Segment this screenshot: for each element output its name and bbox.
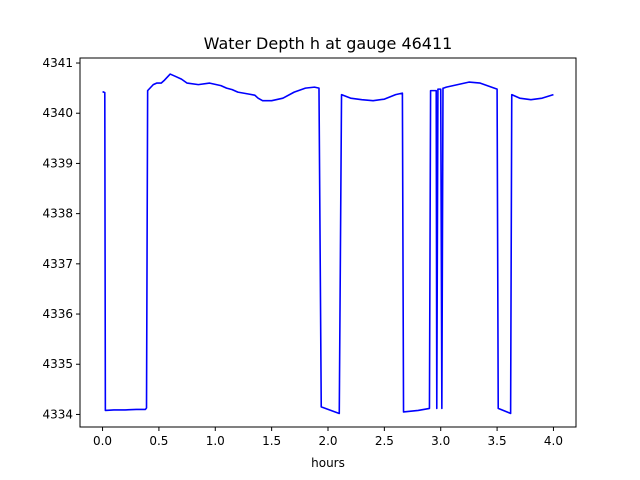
x-tick-label: 3.0 [431, 434, 450, 448]
plot-area [79, 57, 577, 428]
y-tick-label: 4336 [42, 307, 73, 321]
series-layer [102, 73, 554, 415]
y-axis: 4334 4335 4336 4337 4338 4339 4340 4341 [42, 56, 80, 421]
x-tick-label: 2.5 [375, 434, 394, 448]
plot-frame [79, 57, 577, 428]
y-tick-label: 4335 [42, 357, 73, 371]
x-tick-label: 1.0 [206, 434, 225, 448]
y-tick-label: 4337 [42, 257, 73, 271]
x-tick-label: 3.5 [488, 434, 507, 448]
x-tick-label: 0.5 [149, 434, 168, 448]
x-tick-label: 0.0 [93, 434, 112, 448]
y-tick-label: 4338 [42, 207, 73, 221]
x-tick-label: 4.0 [544, 434, 563, 448]
y-tick-label: 4339 [42, 156, 73, 170]
x-axis-label: hours [311, 456, 345, 470]
chart-title: Water Depth h at gauge 46411 [204, 34, 453, 53]
x-tick-label: 2.0 [318, 434, 337, 448]
y-tick-label: 4334 [42, 407, 73, 421]
x-tick-label: 1.5 [262, 434, 281, 448]
y-tick-label: 4340 [42, 106, 73, 120]
y-tick-label: 4341 [42, 56, 73, 70]
x-axis: 0.0 0.5 1.0 1.5 2.0 2.5 3.0 3.5 4.0 [93, 427, 563, 448]
series-line-0 [102, 73, 554, 415]
